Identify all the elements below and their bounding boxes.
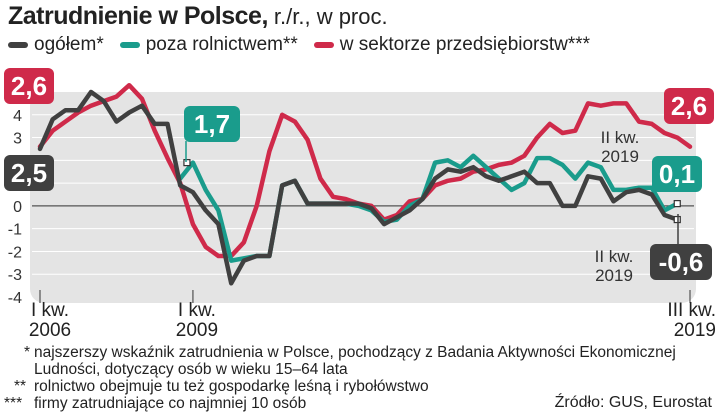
- x-tick-label-line1: I kw.: [178, 300, 216, 321]
- callout-non-agri-end: 0,1: [652, 156, 702, 192]
- callout-value-enterprise-end: 2,6: [671, 91, 707, 121]
- legend-item-total: ogółem*: [8, 34, 104, 56]
- chart-title-row: Zatrudnienie w Polsce, r./r., w proc.: [8, 2, 388, 31]
- series-lines: [37, 82, 693, 286]
- callout-non-agri-2009: 1,7: [184, 106, 240, 162]
- y-tick-label: -2: [8, 244, 22, 261]
- legend-item-non-agri: poza rolnictwem**: [119, 34, 298, 56]
- y-tick-label: -3: [8, 267, 22, 284]
- y-axis-ticks: 543210-1-2-3-4: [8, 85, 22, 307]
- x-tick-label-line2: 2006: [29, 320, 71, 341]
- callout-total-start: 2,5: [4, 155, 54, 191]
- callout-value-total-end: -0,6: [659, 247, 704, 277]
- legend-swatch-total: [8, 42, 28, 48]
- legend-label-non-agri: poza rolnictwem**: [145, 34, 298, 55]
- legend-label-enterprise: w sektorze przedsiębiorstw***: [339, 34, 591, 55]
- quarter-note-lower-line2: 2019: [595, 266, 633, 285]
- chart-subtitle: r./r., w proc.: [273, 4, 388, 29]
- quarter-note-upper-line1: II kw.: [601, 128, 640, 147]
- footnote-2-marker: **: [14, 378, 27, 395]
- callout-value-enterprise-start: 2,6: [11, 71, 47, 101]
- callout-value-non-agri-2009: 1,7: [194, 109, 230, 139]
- footnote-3-text: firmy zatrudniające co najmniej 10 osób: [34, 395, 307, 412]
- callout-box: [4, 155, 54, 191]
- footnote-1-text: najszerszy wskaźnik zatrudnienia w Polsc…: [34, 344, 676, 361]
- y-tick-label: 4: [13, 108, 22, 125]
- footnote-2-text: rolnictwo obejmuje tu też gospodarkę leś…: [34, 378, 429, 395]
- legend-label-total: ogółem*: [34, 34, 104, 55]
- y-tick-label: 0: [13, 199, 22, 216]
- callout-box: [664, 88, 714, 124]
- x-tick-label-line2: 2009: [176, 320, 218, 341]
- y-tick-label: -1: [8, 222, 22, 239]
- series-line-0: [37, 89, 680, 286]
- y-tick-label: 3: [13, 131, 22, 148]
- callout-total-end: -0,6: [650, 214, 712, 280]
- legend: ogółem* poza rolnictwem** w sektorze prz…: [8, 34, 590, 56]
- quarter-note-lower-line1: II kw.: [595, 247, 634, 266]
- y-tick-label: -4: [8, 290, 22, 307]
- callout-value-non-agri-end: 0,1: [659, 159, 695, 189]
- footnote-1-marker: *: [24, 344, 31, 361]
- quarter-note-upper-line2: 2019: [601, 147, 639, 166]
- quarter-note-lower: II kw. 2019: [595, 247, 634, 285]
- callout-box: [650, 244, 712, 280]
- quarter-note-upper: II kw. 2019: [601, 128, 640, 166]
- footnote-3-marker: ***: [4, 395, 23, 412]
- chart-title: Zatrudnienie w Polsce,: [8, 2, 268, 30]
- x-tick-label-line1: I kw.: [31, 300, 69, 321]
- end-marker: [183, 159, 191, 167]
- callout-box: [4, 68, 54, 104]
- callout-value-total-start: 2,5: [11, 158, 47, 188]
- legend-swatch-non-agri: [119, 42, 140, 48]
- callout-enterprise-start: 2,6: [4, 68, 54, 104]
- end-marker: [673, 200, 681, 208]
- legend-item-enterprise: w sektorze przedsiębiorstw***: [313, 34, 591, 56]
- callout-enterprise-end: 2,6: [664, 88, 714, 124]
- x-tick-label-line1: III kw.: [667, 300, 716, 321]
- footnote-1-text-cont: Ludności, dotyczący osób w wieku 15–64 l…: [34, 361, 348, 378]
- callout-box: [184, 106, 240, 142]
- legend-swatch-enterprise: [313, 42, 334, 48]
- x-tick-label-line2: 2019: [674, 320, 716, 341]
- source-note: Źródło: GUS, Eurostat: [554, 394, 712, 411]
- callout-box: [652, 156, 702, 192]
